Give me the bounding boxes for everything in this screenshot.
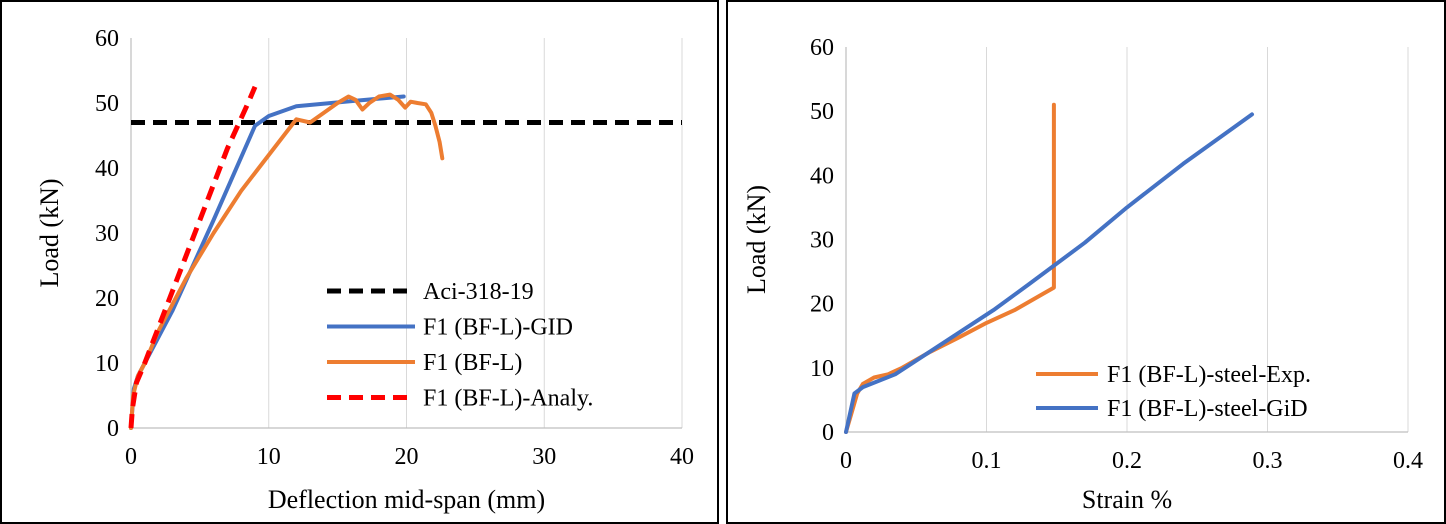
x-tick-label: 30 [532, 444, 556, 470]
y-axis-title: Load (kN) [35, 178, 64, 287]
series-line-f1-bf-l-steel-gid [844, 112, 1254, 434]
y-tick-label: 30 [810, 228, 834, 254]
y-tick-label: 40 [95, 156, 119, 182]
deflection-chart: 0 10 20 30 40 50 60 0 10 20 30 40 Deflection mid-spa… [35, 26, 694, 514]
y-tick-label: 50 [95, 91, 119, 117]
x-tick-label: 0.1 [972, 448, 1002, 474]
legend-label: F1 (BF-L)-Analy. [423, 386, 593, 412]
x-tick-label: 0 [840, 448, 852, 474]
legend-label: F1 (BF-L)-steel-Exp. [1107, 362, 1311, 388]
y-tick-label: 60 [95, 26, 119, 52]
left-panel-frame [0, 0, 719, 524]
x-tick-label: 20 [395, 444, 419, 470]
x-tick-label: 10 [257, 444, 281, 470]
x-axis-title: Strain % [1082, 485, 1172, 514]
y-tick-label: 30 [95, 221, 119, 247]
y-tick-label: 20 [810, 292, 834, 318]
y-tick-label: 60 [810, 35, 834, 61]
series-line-f1-bf-l-analy [128, 85, 258, 429]
y-axis-title: Load (kN) [742, 185, 771, 294]
x-tick-label: 0.4 [1393, 448, 1423, 474]
legend-label: F1 (BF-L) [423, 350, 522, 376]
y-tick-label: 20 [95, 286, 119, 312]
legend-label: F1 (BF-L)-GID [423, 315, 573, 341]
strain-chart: 0 10 20 30 40 50 60 0 0.1 0.2 0.3 0.4 Strain % Load (… [742, 35, 1423, 514]
x-axis-title: Deflection mid-span (mm) [268, 485, 545, 514]
y-tick-label: 0 [822, 420, 834, 446]
y-tick-label: 40 [810, 163, 834, 189]
legend-label: F1 (BF-L)-steel-GiD [1107, 396, 1308, 422]
x-tick-label: 0 [125, 444, 137, 470]
y-tick-label: 0 [107, 416, 119, 442]
legend-label: Aci-318-19 [423, 279, 534, 305]
y-tick-label: 10 [95, 351, 119, 377]
right-panel-frame [726, 0, 1446, 524]
x-tick-label: 40 [670, 444, 694, 470]
y-tick-label: 10 [810, 356, 834, 382]
x-tick-label: 0.3 [1253, 448, 1283, 474]
series-line-f1-bf-l [129, 92, 445, 430]
y-tick-label: 50 [810, 99, 834, 125]
x-tick-label: 0.2 [1112, 448, 1142, 474]
